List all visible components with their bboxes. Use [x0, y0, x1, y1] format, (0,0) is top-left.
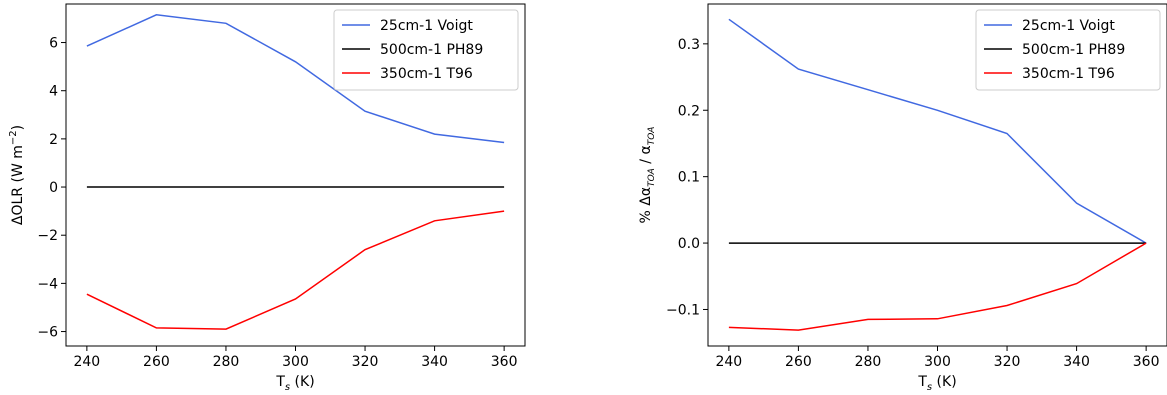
- y-axis-label: % ΔαTOA / αTOA: [638, 127, 657, 224]
- x-axis-label: Ts (K): [275, 374, 314, 393]
- legend-label: 25cm-1 Voigt: [1022, 18, 1115, 34]
- legend-label: 500cm-1 PH89: [1022, 42, 1125, 58]
- legend-box: [975, 9, 1161, 91]
- chart-delta-albedo: 240 260 280 300 320 340 360 −0.1 0.0 0.1 0.2 0.3 Ts …: [638, 3, 1167, 393]
- x-tick-label: 360: [1133, 354, 1160, 370]
- x-tick-label: 260: [143, 354, 170, 370]
- legend-label: 350cm-1 T96: [380, 66, 473, 82]
- series-line-350cm-1-t96: [86, 210, 505, 330]
- x-tick-label: 300: [282, 354, 309, 370]
- chart-delta-olr: 240 260 280 300 320 340 360 −6 −4 −2 0 2 4 6 Ts (K) ΔOL…: [8, 3, 526, 393]
- y-tick-label: 6: [49, 36, 58, 52]
- y-tick-label: −0.1: [666, 302, 700, 318]
- y-tick-label: 0: [49, 180, 58, 196]
- x-axis-label: Ts (K): [917, 374, 956, 393]
- series-line-25cm-1-voigt: [86, 14, 505, 144]
- x-tick-label: 300: [924, 354, 951, 370]
- y-tick-label: 0.3: [678, 37, 700, 53]
- x-tick-label: 320: [352, 354, 379, 370]
- y-tick-label: 2: [49, 132, 58, 148]
- legend-label: 500cm-1 PH89: [380, 42, 483, 58]
- y-tick-label: −2: [37, 228, 58, 244]
- legend-label: 350cm-1 T96: [1022, 66, 1115, 82]
- series-line-350cm-1-t96: [728, 242, 1147, 331]
- y-tick-label: −6: [37, 325, 58, 341]
- x-tick-label: 280: [213, 354, 240, 370]
- x-tick-label: 320: [994, 354, 1021, 370]
- x-tick-label: 240: [73, 354, 100, 370]
- y-tick-label: 0.1: [678, 170, 700, 186]
- y-tick-label: 4: [49, 84, 58, 100]
- x-tick-label: 260: [785, 354, 812, 370]
- x-tick-label: 340: [421, 354, 448, 370]
- y-tick-label: −4: [37, 276, 58, 292]
- x-tick-label: 240: [715, 354, 742, 370]
- x-tick-label: 280: [855, 354, 882, 370]
- y-tick-label: 0.2: [678, 103, 700, 119]
- x-tick-label: 360: [491, 354, 518, 370]
- y-axis-label: ΔOLR (W m−2): [8, 125, 26, 225]
- y-tick-label: 0.0: [678, 236, 700, 252]
- series-line-25cm-1-voigt: [728, 18, 1147, 244]
- legend-label: 25cm-1 Voigt: [380, 18, 473, 34]
- legend-box: [333, 9, 519, 91]
- x-tick-label: 340: [1063, 354, 1090, 370]
